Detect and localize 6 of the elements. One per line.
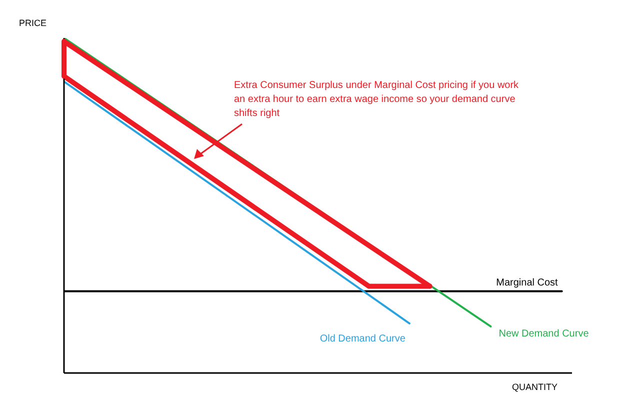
annotation: Extra Consumer Surplus under Marginal Cost pricing if you work an extra hour to earn extra wage income so your demand curve shifts right — [234, 80, 520, 119]
series-label: Old Demand Curve — [320, 333, 406, 344]
series-label: Marginal Cost — [496, 277, 558, 288]
x-axis-title: QUANTITY — [512, 382, 558, 392]
y-axis-title: PRICE — [19, 18, 47, 28]
series-label: New Demand Curve — [498, 328, 590, 340]
